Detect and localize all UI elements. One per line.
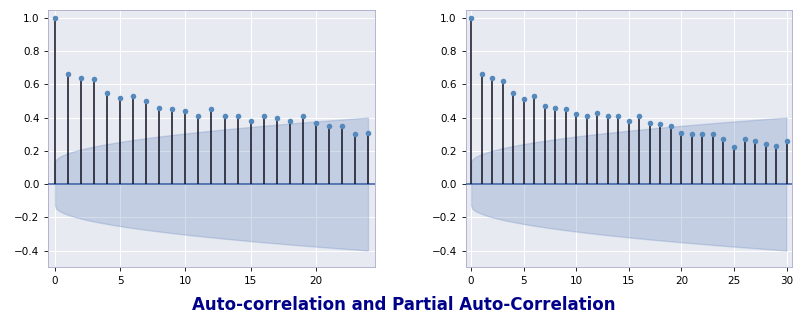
Text: Auto-correlation and Partial Auto-Correlation: Auto-correlation and Partial Auto-Correl… [192, 296, 616, 314]
